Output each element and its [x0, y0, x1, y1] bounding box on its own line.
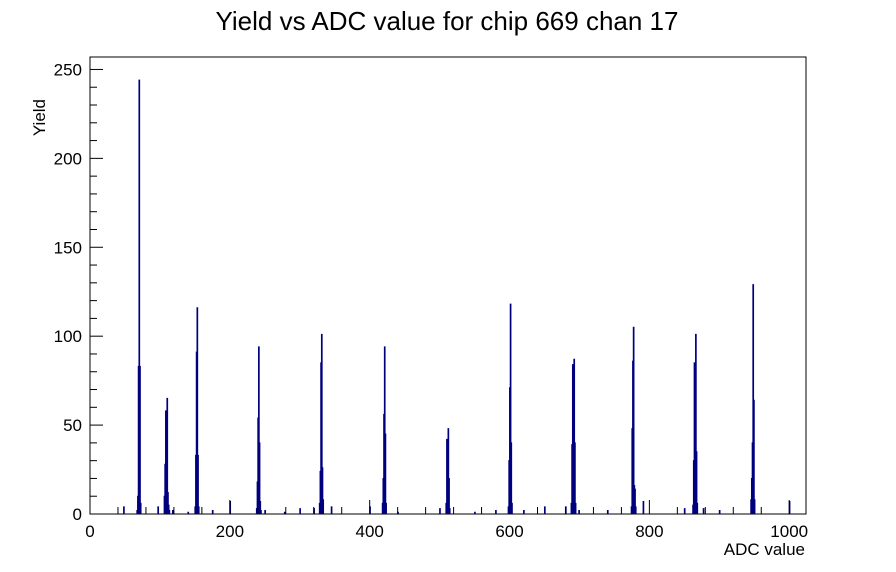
histogram-bin [573, 358, 576, 514]
y-tick-label: 100 [54, 327, 82, 346]
histogram-bin [197, 506, 200, 514]
histogram-bin [523, 509, 525, 514]
x-tick-label: 800 [635, 522, 663, 541]
x-tick-label: 200 [216, 522, 244, 541]
histogram-bin [543, 506, 546, 514]
histogram-bin [166, 397, 169, 514]
histogram-bin [695, 451, 698, 514]
histogram-bin [495, 509, 497, 514]
histogram-bin [474, 511, 476, 514]
histogram-bin [606, 509, 609, 514]
histogram-bin [258, 346, 260, 514]
y-axis-title: Yield [30, 99, 49, 136]
y-tick-label: 250 [54, 60, 82, 79]
histogram-bin [259, 501, 262, 514]
histogram-bin [752, 284, 755, 514]
histogram-bin [167, 492, 169, 514]
histogram-bin [448, 477, 450, 514]
histogram-bin [167, 504, 170, 514]
x-tick-label: 1000 [770, 522, 808, 541]
histogram-bin [384, 433, 387, 514]
histogram-bin [447, 428, 450, 514]
y-tick-label: 150 [54, 238, 82, 257]
x-tick-label: 0 [85, 522, 94, 541]
chart-title: Yield vs ADC value for chip 669 chan 17 [216, 6, 679, 36]
histogram-bin [718, 509, 721, 514]
histogram-bin [439, 508, 441, 514]
histogram-bin [511, 502, 513, 514]
histogram-bin [211, 509, 214, 514]
histogram-bin [642, 501, 645, 514]
y-tick-label: 200 [54, 149, 82, 168]
histogram-bin [283, 511, 286, 514]
y-tick-label: 50 [63, 416, 82, 435]
histogram-bin [696, 502, 699, 514]
histogram-bin [196, 307, 199, 514]
histogram-bin [702, 508, 705, 514]
histogram-bin [634, 506, 637, 514]
x-axis-title: ADC value [724, 540, 805, 559]
histogram-bin [168, 509, 171, 514]
histogram-bin [683, 508, 686, 514]
histogram-bin [264, 509, 266, 514]
histogram-bin [139, 502, 142, 514]
histogram-bin [695, 333, 697, 514]
histogram-bin [634, 488, 636, 514]
histogram-bin [157, 506, 160, 514]
histogram-bin [322, 499, 325, 514]
histogram-bin [632, 326, 635, 514]
histogram-bin [574, 502, 577, 514]
histogram-bin [385, 502, 387, 514]
histogram-bin [299, 508, 301, 514]
histogram-bin [509, 303, 512, 514]
histogram-bin [187, 511, 190, 514]
histogram-bin [753, 499, 756, 514]
x-tick-label: 400 [356, 522, 384, 541]
histogram-bin [258, 442, 261, 514]
histogram-bin [510, 442, 513, 514]
histogram-bin [138, 79, 141, 514]
histogram-bin [330, 506, 333, 514]
histogram-bin [753, 399, 755, 514]
plot-area: 0 200 400 600 800 1000 0 50 100 150 200 250 [54, 56, 808, 541]
histogram-bin [574, 442, 576, 514]
histogram-bin [383, 346, 386, 514]
histogram-bin [197, 454, 199, 514]
histogram-bin [123, 506, 125, 514]
histogram-bin [448, 508, 451, 514]
histogram-bin [578, 509, 580, 514]
histogram-bin [172, 509, 174, 514]
x-tick-label: 600 [495, 522, 523, 541]
histogram-bin [320, 333, 323, 514]
histogram-bin [139, 365, 141, 514]
y-tick-label: 0 [73, 505, 82, 524]
histogram-bin [321, 467, 324, 514]
histogram-bin [260, 509, 262, 514]
